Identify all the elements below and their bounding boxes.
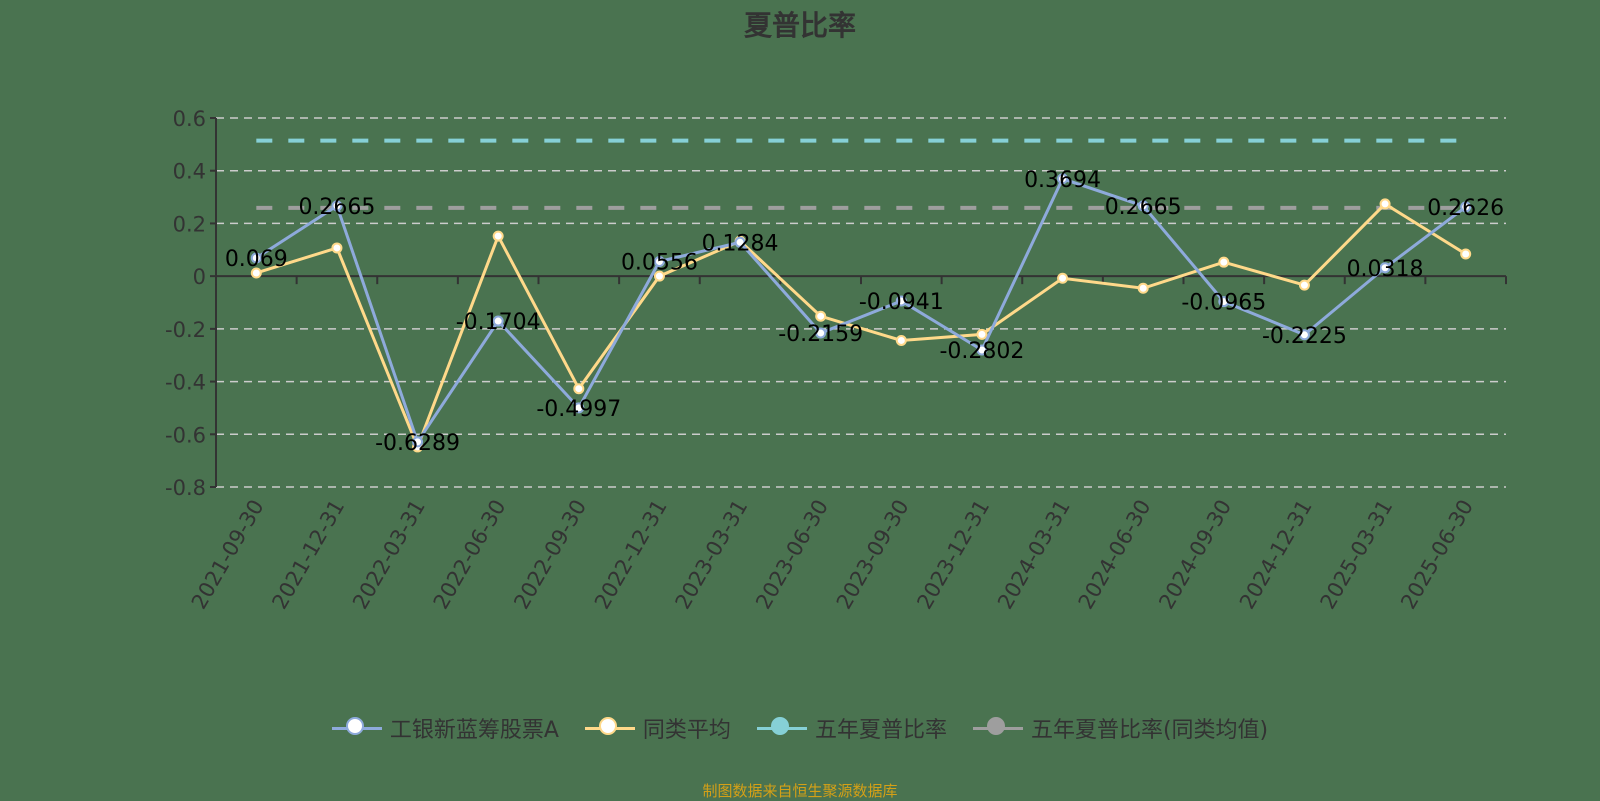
data-point[interactable] — [331, 242, 343, 254]
data-label: 0.1284 — [702, 231, 779, 256]
legend-label: 同类平均 — [642, 718, 731, 743]
x-tick-label: 2022-06-30 — [429, 496, 511, 614]
data-point[interactable] — [1057, 272, 1069, 284]
x-tick-label: 2023-12-31 — [912, 496, 994, 614]
data-label: 0.0556 — [621, 250, 698, 275]
data-point[interactable] — [653, 255, 665, 267]
data-point[interactable] — [815, 327, 827, 339]
legend-item-fund[interactable]: 工银新蓝筹股票A — [331, 712, 559, 744]
y-tick-label: -0.6 — [165, 423, 206, 447]
x-tick-label: 2023-09-30 — [832, 496, 914, 614]
x-tick-label: 2024-03-31 — [993, 496, 1075, 614]
data-point[interactable] — [653, 270, 665, 282]
x-tick-label: 2025-03-31 — [1316, 496, 1398, 614]
data-label: -0.6289 — [375, 431, 460, 456]
line-marker-icon — [584, 716, 635, 740]
data-label: -0.0965 — [1181, 291, 1266, 316]
y-tick-label: 0 — [193, 265, 206, 289]
data-label: -0.2225 — [1262, 324, 1347, 349]
x-tick-label: 2024-12-31 — [1235, 496, 1317, 614]
data-label: 0.0318 — [1347, 257, 1424, 282]
data-label: 0.2626 — [1427, 196, 1504, 221]
data-point[interactable] — [895, 334, 907, 346]
x-tick-label: 2021-09-30 — [187, 496, 269, 614]
data-label: 0.2665 — [1105, 195, 1182, 220]
y-tick-label: -0.8 — [165, 476, 206, 500]
series-line — [255, 176, 1467, 446]
legend-label: 五年夏普比率 — [814, 718, 947, 743]
data-source-note: 制图数据来自恒生聚源数据库 — [702, 782, 898, 800]
chart-title: 夏普比率 — [743, 9, 856, 42]
series-line — [255, 202, 1467, 452]
legend-item-five-year-sharpe-peer[interactable]: 五年夏普比率(同类均值) — [972, 712, 1269, 744]
y-tick-label: -0.4 — [165, 371, 206, 395]
x-tick-label: 2025-06-30 — [1396, 496, 1478, 614]
data-label: -0.0941 — [859, 290, 944, 315]
line-marker-icon — [331, 716, 382, 740]
data-point[interactable] — [1460, 248, 1472, 260]
line-marker-icon — [972, 716, 1023, 740]
x-tick-label: 2022-12-31 — [590, 496, 672, 614]
data-point[interactable] — [331, 200, 343, 212]
x-tick-label: 2024-06-30 — [1074, 496, 1156, 614]
legend-item-five-year-sharpe[interactable]: 五年夏普比率 — [756, 712, 947, 744]
data-point[interactable] — [573, 383, 585, 395]
line-marker-icon — [756, 716, 807, 740]
data-label: 0.2665 — [298, 195, 375, 220]
data-label: 0.3694 — [1024, 168, 1101, 193]
data-point[interactable] — [1057, 173, 1069, 185]
legend-item-peer-average[interactable]: 同类平均 — [584, 712, 731, 744]
data-point[interactable] — [895, 295, 907, 307]
data-point[interactable] — [1218, 256, 1230, 268]
data-point[interactable] — [1137, 200, 1149, 212]
data-label: -0.2159 — [778, 322, 863, 347]
data-point[interactable] — [573, 402, 585, 414]
data-label: -0.4997 — [536, 397, 621, 422]
y-tick-label: -0.2 — [165, 318, 206, 342]
y-tick-label: 0.2 — [173, 212, 206, 236]
data-label: -0.2802 — [939, 339, 1024, 364]
data-point[interactable] — [1379, 198, 1391, 210]
data-point[interactable] — [734, 236, 746, 248]
data-point[interactable] — [1137, 282, 1149, 294]
x-tick-label: 2021-12-31 — [267, 496, 349, 614]
legend-label: 五年夏普比率(同类均值) — [1030, 718, 1269, 743]
y-tick-label: 0.4 — [173, 160, 206, 184]
x-tick-label: 2022-03-31 — [348, 496, 430, 614]
y-tick-label: 0.6 — [173, 107, 206, 131]
data-label: -0.1704 — [456, 310, 541, 335]
data-point[interactable] — [250, 252, 262, 264]
data-label: 0.069 — [225, 247, 288, 272]
x-tick-label: 2023-06-30 — [751, 496, 833, 614]
data-point[interactable] — [815, 310, 827, 322]
legend: 工银新蓝筹股票A 同类平均 五年夏普比率 五年夏普比率(同类均值) — [0, 712, 1600, 744]
data-point[interactable] — [976, 328, 988, 340]
data-point[interactable] — [1460, 201, 1472, 213]
x-tick-label: 2024-09-30 — [1154, 496, 1236, 614]
data-point[interactable] — [412, 436, 424, 448]
data-point[interactable] — [1218, 296, 1230, 308]
data-point[interactable] — [976, 344, 988, 356]
x-tick-label: 2022-09-30 — [509, 496, 591, 614]
data-point[interactable] — [1298, 279, 1310, 291]
data-point[interactable] — [1379, 262, 1391, 274]
x-tick-label: 2023-03-31 — [671, 496, 753, 614]
data-point[interactable] — [492, 315, 504, 327]
data-point[interactable] — [1298, 329, 1310, 341]
sharpe-ratio-chart: 0.6 0.4 0.2 0 -0.2 -0.4 -0.6 -0.82021-09-302021… — [165, 107, 1507, 614]
data-point[interactable] — [492, 230, 504, 242]
data-point[interactable] — [250, 267, 262, 279]
legend-label: 工银新蓝筹股票A — [389, 718, 559, 743]
